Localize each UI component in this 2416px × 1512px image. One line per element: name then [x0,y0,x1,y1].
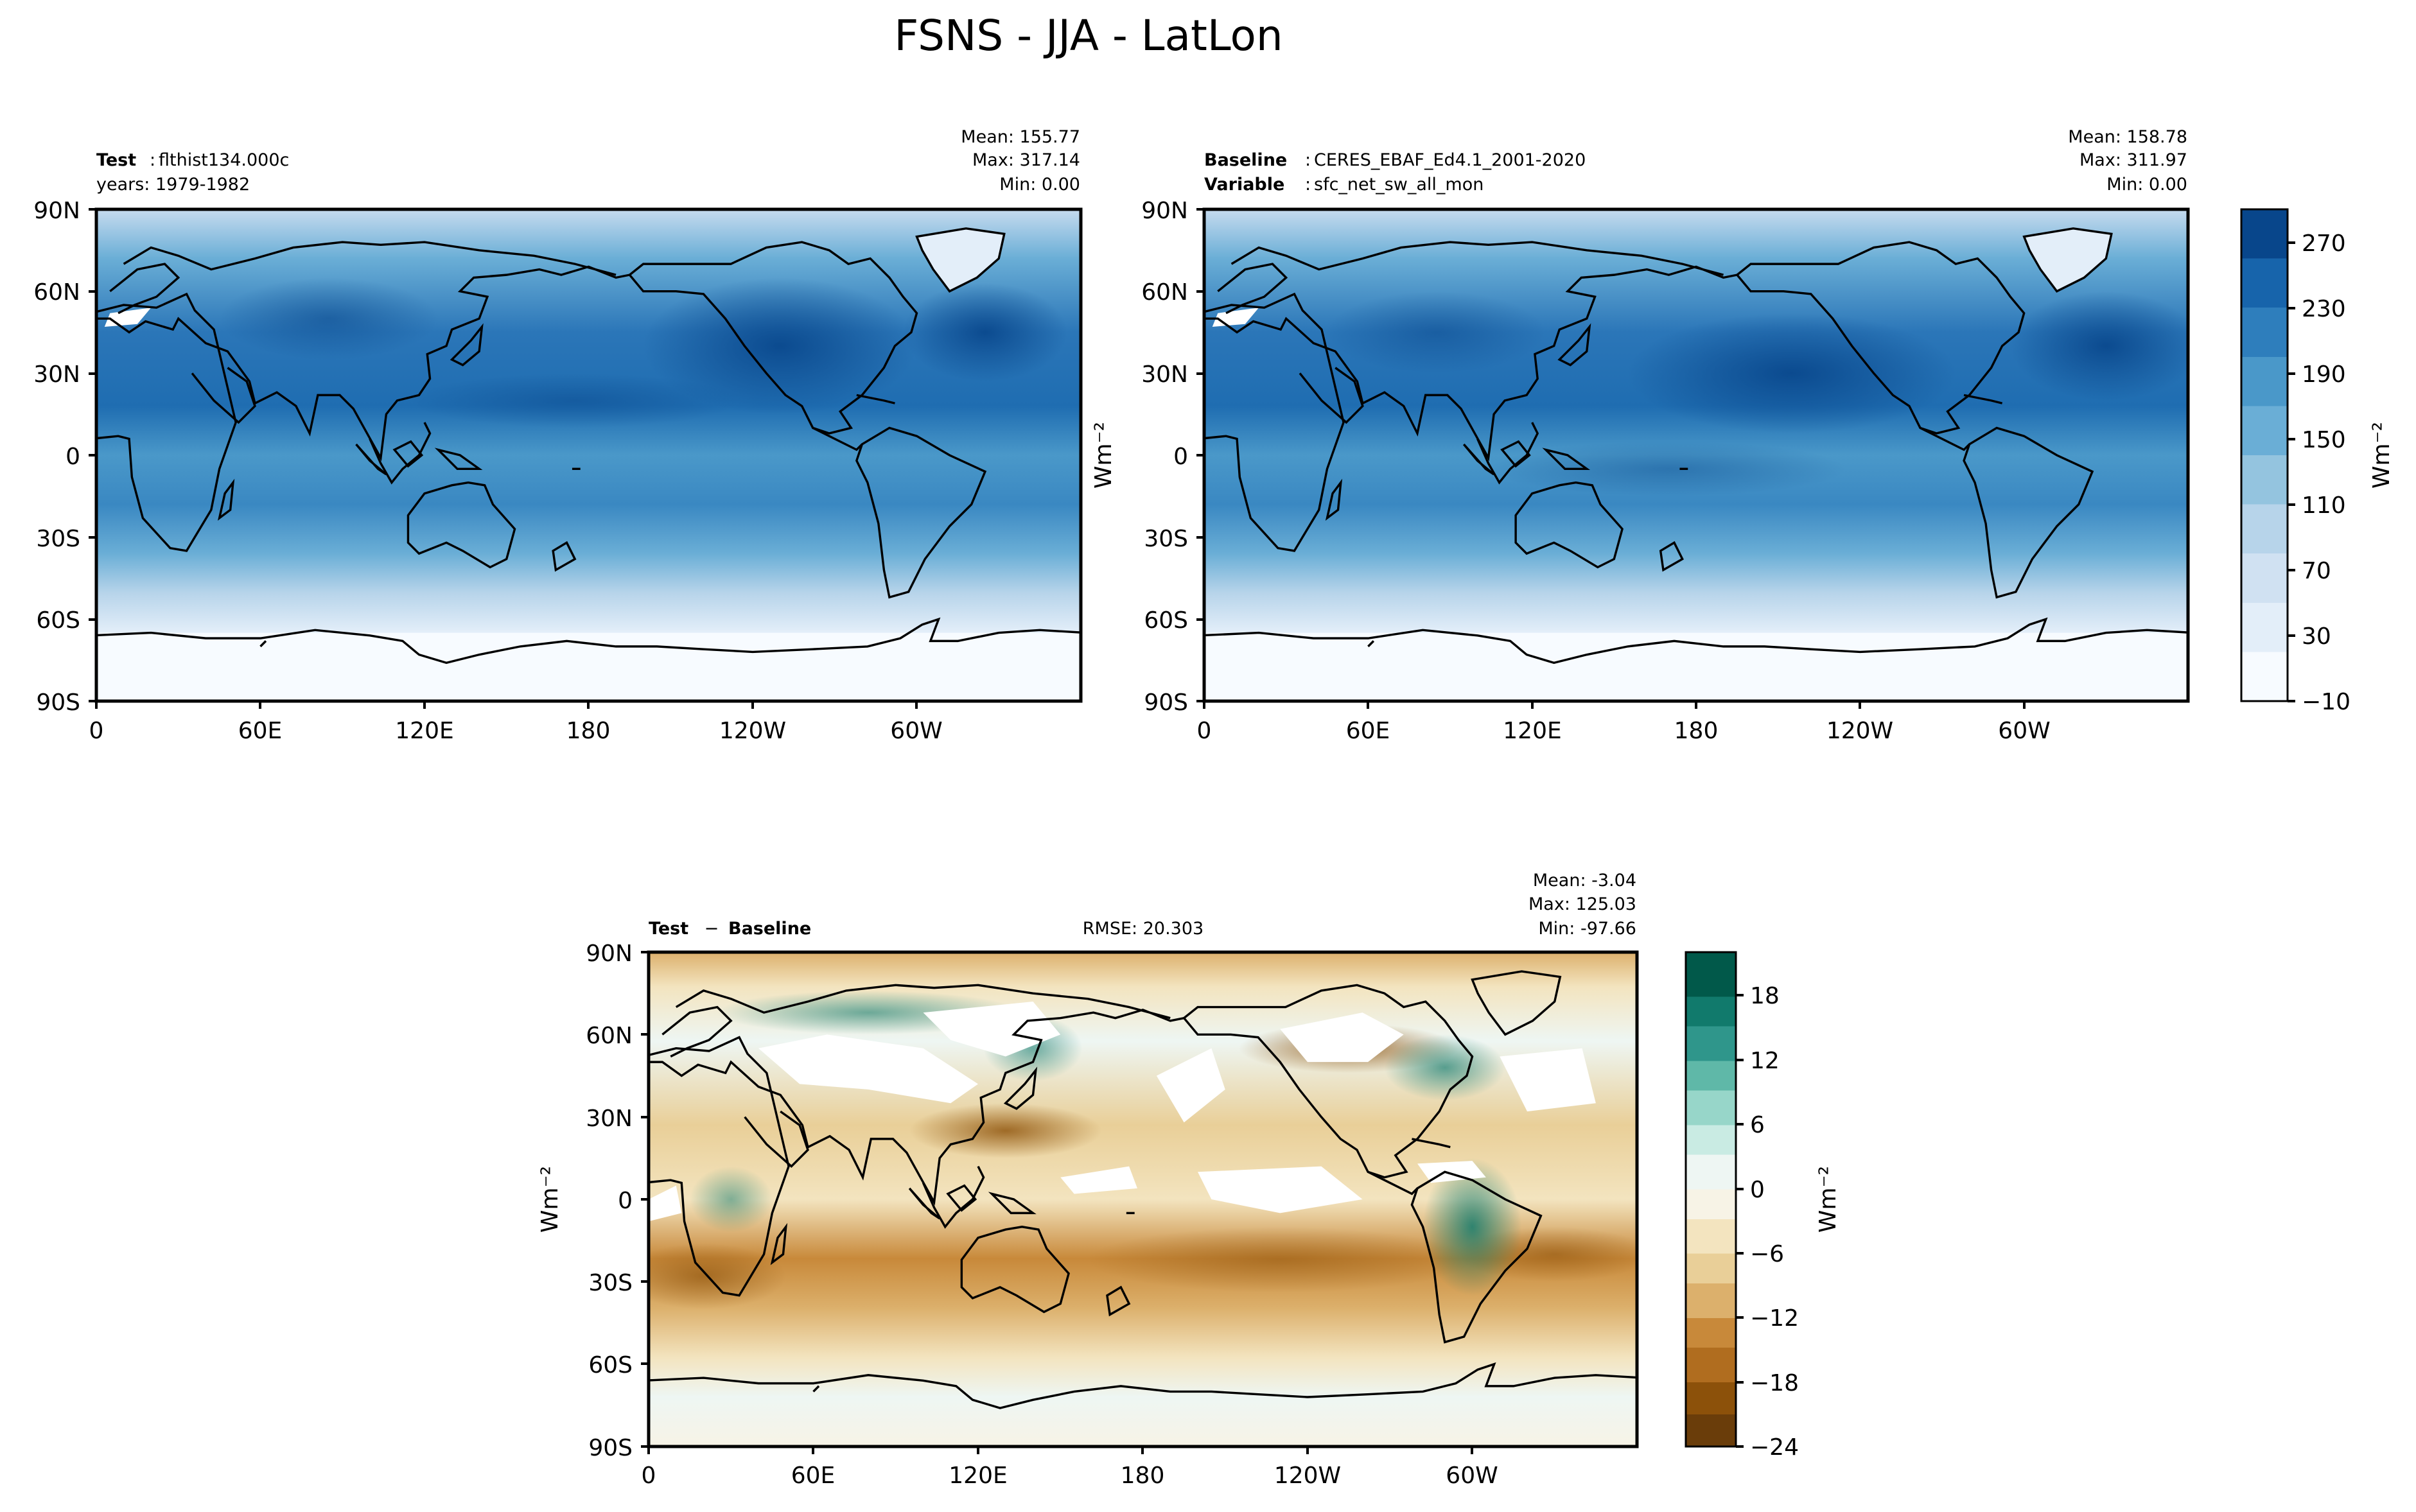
baseline-label-value: CERES_EBAF_Ed4.1_2001-2020 [1314,150,1586,170]
baseline-variable-sep: : [1305,175,1311,195]
diff-ytick: 90S [588,1435,633,1461]
brbg-colorbar-tick: 6 [1750,1112,1765,1138]
baseline-xtick: 60W [1998,718,2050,744]
test-stat-min: Min: 0.00 [999,175,1080,195]
diff-ytick: 30S [588,1270,633,1296]
test-xtick: 60W [890,718,942,744]
blue-colorbar-tick: −10 [2302,689,2350,715]
test-ytick: 60S [36,607,80,634]
diff-xtick: 0 [642,1463,656,1489]
test-stat-mean: Mean: 155.77 [961,127,1080,147]
test-xtick: 120E [395,718,453,744]
test-y-axis: 90N 60N 30N 0 30S 60S 90S [33,198,80,716]
diff-label-value: Baseline [728,919,811,939]
diff-ytick: 60S [588,1352,633,1378]
test-xtick: 60E [238,718,283,744]
test-ytick: 30N [33,361,80,388]
baseline-ytick: 30S [1144,526,1188,552]
brbg-colorbar-label: Wm⁻² [1815,1166,1841,1233]
diff-stat-min: Min: -97.66 [1538,919,1636,939]
diff-xtick: 120W [1274,1463,1341,1489]
baseline-ytick: 90S [1144,690,1188,716]
baseline-xtick: 180 [1674,718,1719,744]
baseline-xtick: 120W [1826,718,1893,744]
baseline-variable-value: sfc_net_sw_all_mon [1314,175,1484,195]
test-ytick: 90S [36,690,80,716]
blue-colorbar-tick: 270 [2302,230,2346,257]
test-label-sep: : [150,150,155,170]
baseline-xtick: 60E [1346,718,1390,744]
baseline-xtick: 120E [1503,718,1561,744]
panel-difference: Test − Baseline RMSE: 20.303 Mean: -3.04… [537,871,1841,1489]
diff-label-key: Test [649,919,688,939]
baseline-ytick: 0 [1173,444,1188,470]
test-x-axis: 0 60E 120E 180 120W 60W [89,718,943,744]
blue-colorbar-tick: 150 [2302,427,2346,453]
diff-xtick: 60E [791,1463,836,1489]
test-ytick: 30S [36,526,80,552]
blue-colorbar-tick: 190 [2302,361,2346,388]
baseline-ytick: 30N [1141,361,1188,388]
baseline-xtick: 0 [1197,718,1212,744]
diff-label-op: − [699,919,724,939]
figure-title: FSNS - JJA - LatLon [894,11,1282,60]
baseline-ytick: 90N [1141,198,1188,224]
baseline-stat-min: Min: 0.00 [2106,175,2187,195]
diff-ytick: 30N [586,1106,633,1132]
diff-stat-mean: Mean: -3.04 [1533,871,1636,891]
panel-baseline: Baseline : CERES_EBAF_Ed4.1_2001-2020 Va… [1090,127,2395,744]
brbg-colorbar-tick: −24 [1750,1434,1799,1461]
brbg-colorbar-tick: 18 [1750,983,1780,1009]
baseline-label-key: Baseline [1204,150,1287,170]
difference-map [649,952,1637,1447]
baseline-y-axis: 90N 60N 30N 0 30S 60S 90S [1141,198,1188,716]
diff-xtick: 120E [949,1463,1007,1489]
test-ytick: 60N [33,279,80,306]
brbg-colorbar-tick: −18 [1750,1370,1799,1396]
baseline-x-axis: 0 60E 120E 180 120W 60W [1197,718,2051,744]
brbg-colorbar-tick: −12 [1750,1305,1799,1332]
baseline-stat-mean: Mean: 158.78 [2068,127,2187,147]
diff-ytick: 90N [586,941,633,967]
test-map [96,209,1081,701]
baseline-stat-max: Max: 311.97 [2079,150,2187,170]
test-xtick: 0 [89,718,104,744]
blue-colorbar-tick: 230 [2302,296,2346,322]
diff-xtick: 60W [1446,1463,1498,1489]
test-ytick: 0 [66,444,80,470]
blue-colorbar-tick: 30 [2302,623,2331,650]
test-xtick: 180 [566,718,611,744]
panel-test: Test : flthist134.000c years: 1979-1982 … [33,127,1083,744]
baseline-ylabel: Wm⁻² [1090,422,1117,489]
blue-colorbar-tick: 70 [2302,558,2331,584]
brbg-colorbar-tick: −6 [1750,1241,1784,1267]
diff-ytick: 60N [586,1023,633,1049]
brbg-colorbar-tick: 12 [1750,1048,1780,1074]
brbg-colorbar: −24 −18 −12 −6 0 6 12 18 Wm⁻² [1685,951,1841,1461]
diff-xtick: 180 [1121,1463,1165,1489]
baseline-map [1204,209,2188,701]
blue-colorbar-tick: 110 [2302,492,2346,519]
test-label-value: flthist134.000c [159,150,289,170]
diff-y-axis: 90N 60N 30N 0 30S 60S 90S [586,941,633,1461]
blue-colorbar-label: Wm⁻² [2368,422,2395,489]
baseline-ytick: 60N [1141,279,1188,306]
blue-colorbar: −10 30 70 110 150 190 230 270 Wm⁻² [2240,208,2395,715]
diff-ytick: 0 [618,1188,633,1214]
test-stat-max: Max: 317.14 [972,150,1080,170]
baseline-ytick: 60S [1144,607,1188,634]
diff-ylabel: Wm⁻² [537,1166,563,1233]
brbg-colorbar-tick: 0 [1750,1177,1765,1203]
baseline-label-sep: : [1305,150,1311,170]
diff-stat-max: Max: 125.03 [1528,894,1636,914]
diff-x-axis: 0 60E 120E 180 120W 60W [642,1463,1498,1489]
baseline-variable-key: Variable [1204,175,1284,195]
test-xtick: 120W [719,718,786,744]
diff-rmse: RMSE: 20.303 [1083,919,1204,939]
test-ytick: 90N [33,198,80,224]
test-years: years: 1979-1982 [96,175,250,195]
test-label-key: Test [96,150,136,170]
